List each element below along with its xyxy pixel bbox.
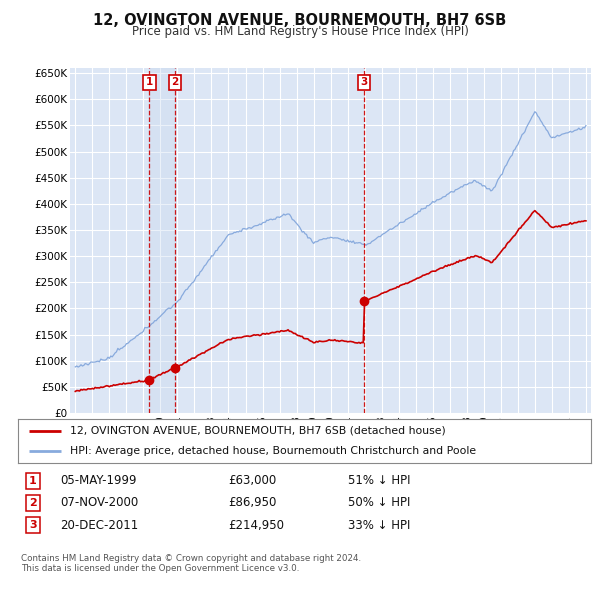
- Text: This data is licensed under the Open Government Licence v3.0.: This data is licensed under the Open Gov…: [21, 565, 299, 573]
- Text: 33% ↓ HPI: 33% ↓ HPI: [348, 519, 410, 532]
- Text: 50% ↓ HPI: 50% ↓ HPI: [348, 496, 410, 509]
- Text: Contains HM Land Registry data © Crown copyright and database right 2024.: Contains HM Land Registry data © Crown c…: [21, 555, 361, 563]
- Text: 12, OVINGTON AVENUE, BOURNEMOUTH, BH7 6SB (detached house): 12, OVINGTON AVENUE, BOURNEMOUTH, BH7 6S…: [70, 426, 445, 436]
- Text: 12, OVINGTON AVENUE, BOURNEMOUTH, BH7 6SB: 12, OVINGTON AVENUE, BOURNEMOUTH, BH7 6S…: [94, 13, 506, 28]
- Text: HPI: Average price, detached house, Bournemouth Christchurch and Poole: HPI: Average price, detached house, Bour…: [70, 446, 476, 456]
- Text: £86,950: £86,950: [228, 496, 277, 509]
- Text: £214,950: £214,950: [228, 519, 284, 532]
- Text: 07-NOV-2000: 07-NOV-2000: [60, 496, 138, 509]
- Bar: [149, 68, 175, 413]
- Text: £63,000: £63,000: [228, 474, 276, 487]
- Text: 1: 1: [146, 77, 153, 87]
- Text: 05-MAY-1999: 05-MAY-1999: [60, 474, 137, 487]
- Text: 1: 1: [29, 476, 37, 486]
- Text: 3: 3: [361, 77, 368, 87]
- Text: 2: 2: [29, 498, 37, 507]
- Text: 20-DEC-2011: 20-DEC-2011: [60, 519, 138, 532]
- Text: 51% ↓ HPI: 51% ↓ HPI: [348, 474, 410, 487]
- Text: Price paid vs. HM Land Registry's House Price Index (HPI): Price paid vs. HM Land Registry's House …: [131, 25, 469, 38]
- Text: 3: 3: [29, 520, 37, 530]
- Text: 2: 2: [171, 77, 178, 87]
